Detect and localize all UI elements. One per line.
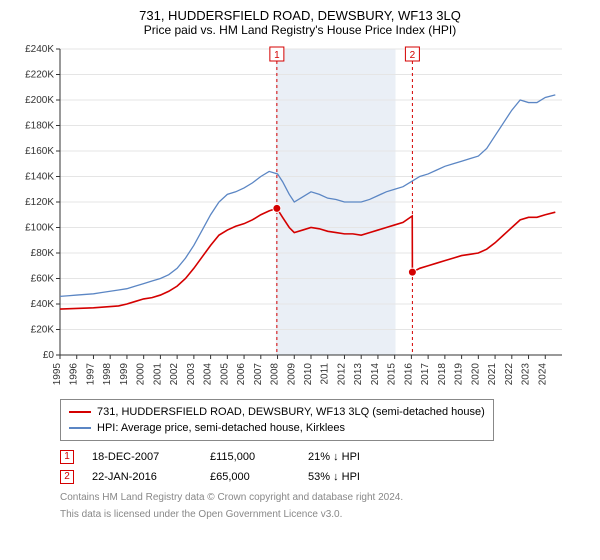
page-title: 731, HUDDERSFIELD ROAD, DEWSBURY, WF13 3… xyxy=(12,8,588,23)
footnote-2: This data is licensed under the Open Gov… xyxy=(60,508,588,521)
svg-text:1995: 1995 xyxy=(52,363,63,386)
svg-text:£220K: £220K xyxy=(25,70,54,81)
marker-badge-1: 1 xyxy=(60,450,74,464)
svg-text:£40K: £40K xyxy=(31,299,55,310)
svg-text:2004: 2004 xyxy=(203,363,214,386)
legend-swatch xyxy=(69,411,91,413)
svg-text:£0: £0 xyxy=(43,350,55,361)
sale-date: 22-JAN-2016 xyxy=(92,467,192,487)
svg-text:2009: 2009 xyxy=(286,363,297,386)
svg-text:1996: 1996 xyxy=(69,363,80,386)
sale-row-2: 2 22-JAN-2016 £65,000 53% ↓ HPI xyxy=(60,467,588,487)
legend-label: 731, HUDDERSFIELD ROAD, DEWSBURY, WF13 3… xyxy=(97,404,485,420)
sale-delta: 53% ↓ HPI xyxy=(308,467,360,487)
sale-price: £65,000 xyxy=(210,467,290,487)
line-chart: £0 £20K £40K £60K £80K £100K £120K £140K £160K £1… xyxy=(12,43,572,393)
svg-text:2015: 2015 xyxy=(387,363,398,386)
sale-date: 18-DEC-2007 xyxy=(92,447,192,467)
svg-text:£240K: £240K xyxy=(25,44,54,55)
svg-text:1999: 1999 xyxy=(119,363,130,386)
svg-text:2000: 2000 xyxy=(136,363,147,386)
svg-text:2001: 2001 xyxy=(152,363,163,386)
page-subtitle: Price paid vs. HM Land Registry's House … xyxy=(12,23,588,37)
svg-text:2016: 2016 xyxy=(403,363,414,386)
svg-text:£120K: £120K xyxy=(25,197,54,208)
svg-text:2019: 2019 xyxy=(454,363,465,386)
svg-text:2002: 2002 xyxy=(169,363,180,386)
svg-text:£140K: £140K xyxy=(25,172,54,183)
svg-text:£200K: £200K xyxy=(25,95,54,106)
svg-text:£20K: £20K xyxy=(31,325,55,336)
svg-text:£80K: £80K xyxy=(31,248,55,259)
svg-text:2023: 2023 xyxy=(521,363,532,386)
sale-row-1: 1 18-DEC-2007 £115,000 21% ↓ HPI xyxy=(60,447,588,467)
legend: 731, HUDDERSFIELD ROAD, DEWSBURY, WF13 3… xyxy=(60,399,494,441)
svg-text:2005: 2005 xyxy=(219,363,230,386)
svg-text:1998: 1998 xyxy=(102,363,113,386)
svg-text:2007: 2007 xyxy=(253,363,264,386)
svg-text:2017: 2017 xyxy=(420,363,431,386)
svg-text:2013: 2013 xyxy=(353,363,364,386)
svg-text:1: 1 xyxy=(274,50,280,61)
svg-text:2008: 2008 xyxy=(270,363,281,386)
sale-delta: 21% ↓ HPI xyxy=(308,447,360,467)
legend-item-property: 731, HUDDERSFIELD ROAD, DEWSBURY, WF13 3… xyxy=(69,404,485,420)
svg-text:£160K: £160K xyxy=(25,146,54,157)
svg-text:2011: 2011 xyxy=(320,363,331,385)
svg-text:£100K: £100K xyxy=(25,223,54,234)
legend-label: HPI: Average price, semi-detached house,… xyxy=(97,420,345,436)
svg-text:2024: 2024 xyxy=(537,363,548,386)
svg-text:£180K: £180K xyxy=(25,121,54,132)
svg-text:2020: 2020 xyxy=(470,363,481,386)
svg-text:2018: 2018 xyxy=(437,363,448,386)
svg-text:2021: 2021 xyxy=(487,363,498,386)
svg-text:2022: 2022 xyxy=(504,363,515,386)
chart-area: £0 £20K £40K £60K £80K £100K £120K £140K £160K £1… xyxy=(12,43,588,393)
svg-text:2010: 2010 xyxy=(303,363,314,386)
marker-badge-2: 2 xyxy=(60,470,74,484)
svg-text:2003: 2003 xyxy=(186,363,197,386)
svg-text:2014: 2014 xyxy=(370,363,381,386)
svg-text:1997: 1997 xyxy=(85,363,96,386)
svg-text:£60K: £60K xyxy=(31,274,55,285)
footnote-1: Contains HM Land Registry data © Crown c… xyxy=(60,491,588,504)
legend-swatch xyxy=(69,427,91,429)
legend-item-hpi: HPI: Average price, semi-detached house,… xyxy=(69,420,485,436)
sale-price: £115,000 xyxy=(210,447,290,467)
svg-text:2006: 2006 xyxy=(236,363,247,386)
svg-text:2012: 2012 xyxy=(336,363,347,386)
svg-text:2: 2 xyxy=(410,50,416,61)
